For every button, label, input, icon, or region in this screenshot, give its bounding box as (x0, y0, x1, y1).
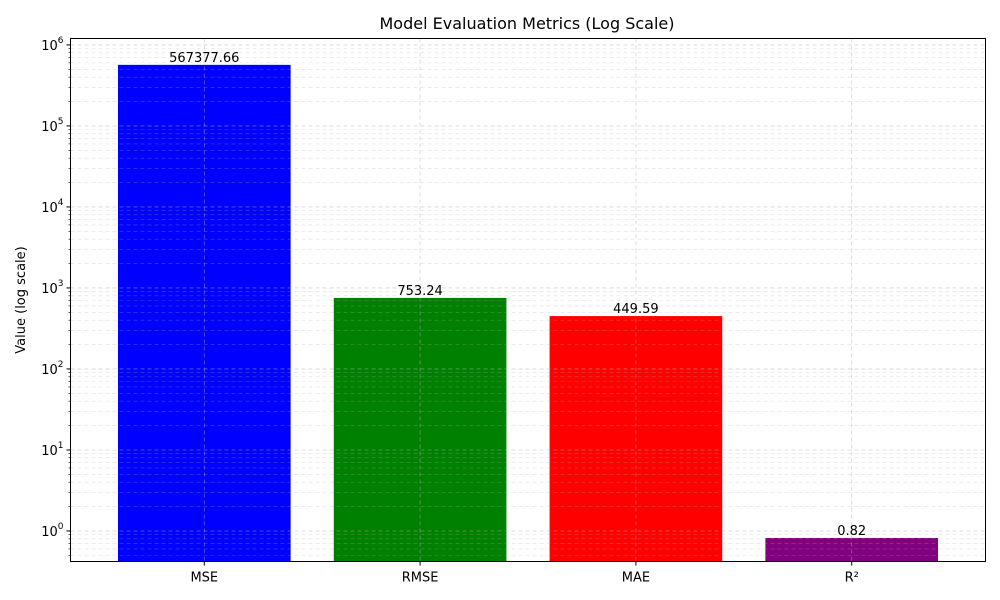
y-tick-label: 104 (41, 198, 64, 216)
x-tick-label: MSE (190, 571, 218, 586)
bar-value-label: 0.82 (837, 524, 866, 539)
grid (70, 38, 986, 562)
x-tick-label: RMSE (402, 571, 439, 586)
bar-value-label: 449.59 (613, 302, 659, 317)
y-tick-label: 106 (41, 36, 64, 54)
x-tick-label: MAE (622, 571, 650, 586)
y-tick-label: 102 (41, 360, 63, 378)
bar-value-labels: 567377.66 753.24 449.59 0.82 (169, 51, 866, 539)
y-tick-label: 101 (41, 441, 63, 459)
x-tick-label: R² (845, 571, 859, 586)
bars (117, 64, 939, 562)
bar-value-label: 567377.66 (169, 51, 239, 66)
chart-title: Model Evaluation Metrics (Log Scale) (380, 14, 675, 33)
bar-value-label: 753.24 (397, 284, 443, 299)
plot-frame (70, 38, 986, 562)
y-tick-label: 105 (41, 117, 63, 135)
y-axis-ticks: 100 101 102 103 104 105 106 (41, 36, 71, 556)
y-tick-label: 103 (41, 279, 63, 297)
y-tick-label: 100 (41, 522, 64, 540)
x-axis-ticks: MSE RMSE MAE R² (190, 561, 859, 586)
y-axis-label: Value (log scale) (14, 246, 29, 353)
